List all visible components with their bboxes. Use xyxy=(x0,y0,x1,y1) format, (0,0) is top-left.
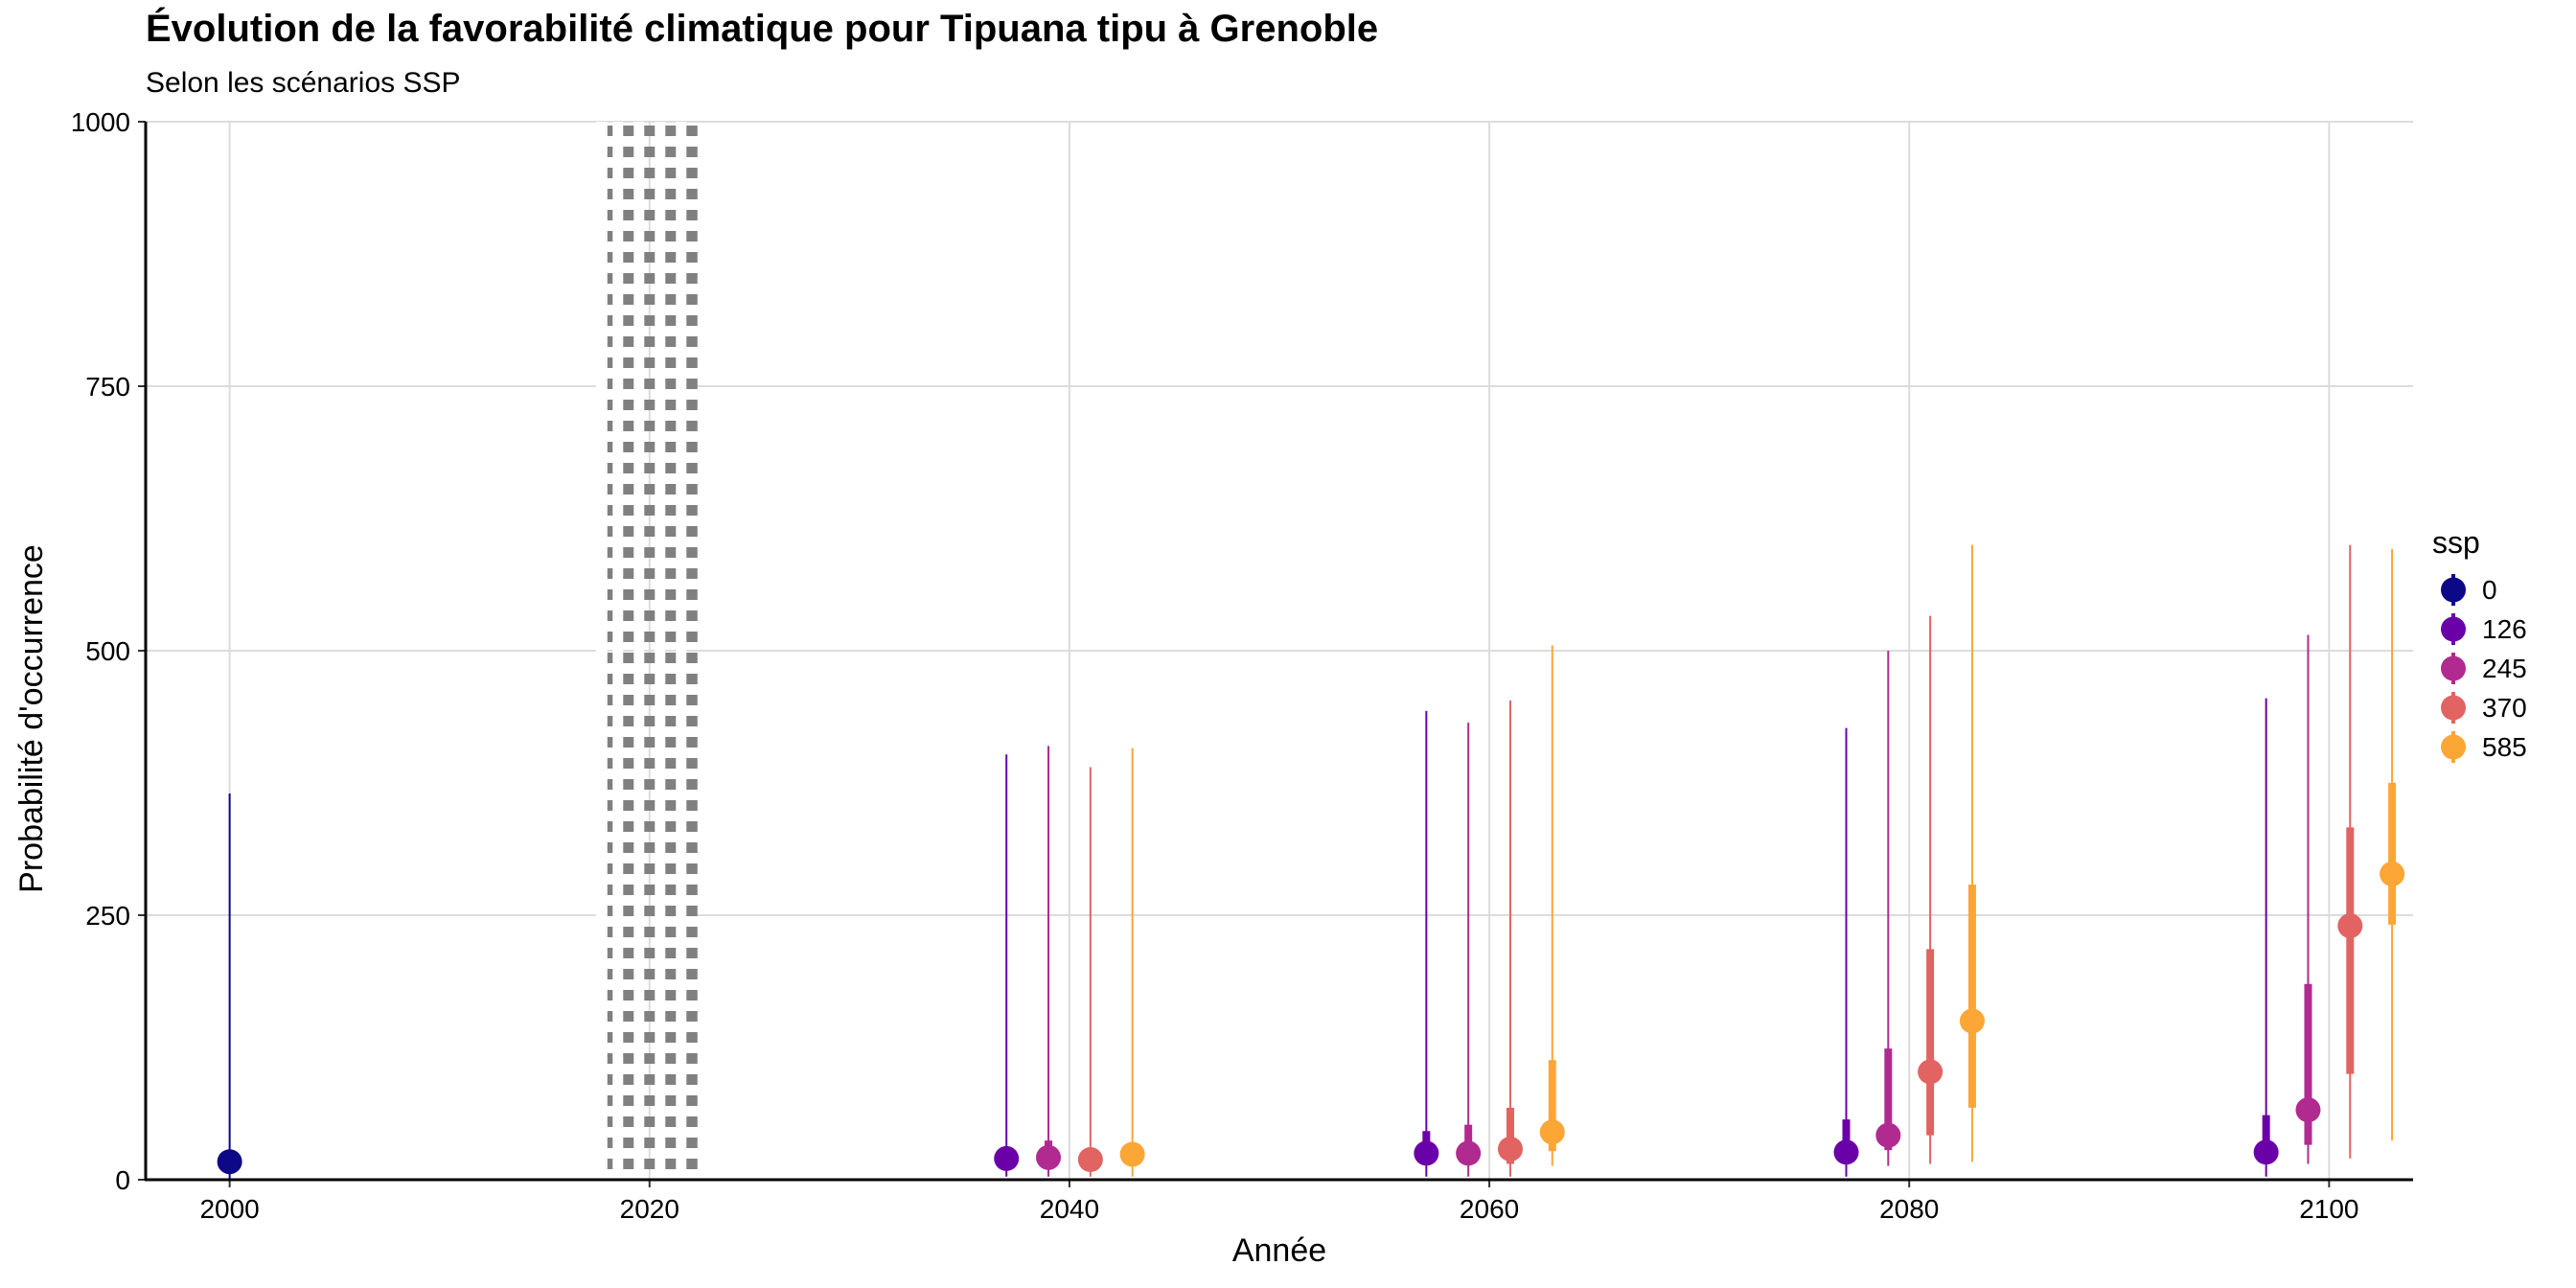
reference-line-gap xyxy=(633,122,645,1180)
point-370 xyxy=(1918,1059,1944,1085)
x-tick-label: 2100 xyxy=(2299,1194,2358,1224)
legend: ssp 0 126 245 370 585 xyxy=(2432,525,2527,767)
reference-line-gap xyxy=(655,122,666,1180)
legend-key-245 xyxy=(2441,653,2466,684)
legend-label: 126 xyxy=(2482,613,2527,644)
legend-key-370 xyxy=(2441,692,2466,724)
x-tick-label: 2000 xyxy=(199,1194,259,1224)
legend-key-point xyxy=(2441,656,2466,681)
x-tick-label: 2080 xyxy=(1879,1194,1939,1224)
legend-key-0 xyxy=(2441,574,2466,606)
legend-label: 585 xyxy=(2482,731,2527,762)
point-245 xyxy=(1456,1140,1482,1166)
point-126 xyxy=(1414,1140,1439,1166)
axes: 2000 2020 2040 2060 2080 2100 0 250 500 750 1000 xyxy=(71,107,2413,1224)
point-585 xyxy=(1959,1008,1985,1034)
point-585 xyxy=(1539,1119,1565,1145)
point-245 xyxy=(2295,1097,2321,1123)
legend-item-585: 585 xyxy=(2432,727,2527,767)
legend-label: 370 xyxy=(2482,692,2527,723)
point-126 xyxy=(1833,1139,1859,1165)
legend-label: 245 xyxy=(2482,653,2527,683)
reference-line-gap xyxy=(676,122,687,1180)
y-tick-label: 750 xyxy=(85,372,130,402)
point-245 xyxy=(1036,1144,1062,1170)
point-585 xyxy=(1119,1141,1145,1167)
x-tick-label: 2020 xyxy=(620,1194,679,1224)
reference-line-2020 xyxy=(595,122,698,1180)
legend-title: ssp xyxy=(2432,525,2480,560)
point-0 xyxy=(217,1149,242,1175)
point-370 xyxy=(1077,1147,1103,1173)
point-126 xyxy=(2253,1139,2279,1165)
y-tick-label: 1000 xyxy=(71,107,130,137)
y-axis-label: Probabilité d'occurrence xyxy=(13,544,50,893)
point-126 xyxy=(994,1145,1020,1171)
chart-subtitle: Selon les scénarios SSP xyxy=(146,67,461,99)
reference-line-gap xyxy=(612,122,624,1180)
legend-item-126: 126 xyxy=(2432,610,2527,649)
reference-line-gap xyxy=(595,122,608,1180)
legend-item-245: 245 xyxy=(2432,649,2527,688)
chart-title: Évolution de la favorabilité climatique … xyxy=(146,8,1379,50)
y-tick-label: 0 xyxy=(115,1165,130,1195)
grid-lines xyxy=(146,121,2413,1181)
legend-key-point xyxy=(2441,577,2466,603)
data-marks xyxy=(217,544,2405,1180)
point-370 xyxy=(2337,913,2363,939)
legend-key-126 xyxy=(2441,613,2466,645)
legend-item-370: 370 xyxy=(2432,688,2527,727)
y-tick-label: 500 xyxy=(85,636,130,666)
legend-item-0: 0 xyxy=(2432,570,2527,610)
legend-key-point xyxy=(2441,695,2466,721)
legend-label: 0 xyxy=(2482,574,2497,605)
point-245 xyxy=(1875,1122,1901,1148)
x-tick-label: 2060 xyxy=(1460,1194,1519,1224)
y-tick-label: 250 xyxy=(85,901,130,931)
point-585 xyxy=(2380,861,2405,886)
x-axis-label: Année xyxy=(1232,1232,1326,1269)
legend-key-585 xyxy=(2441,731,2466,763)
legend-key-point xyxy=(2441,734,2466,760)
point-370 xyxy=(1497,1136,1523,1162)
x-tick-label: 2040 xyxy=(1040,1194,1099,1224)
legend-key-point xyxy=(2441,616,2466,642)
